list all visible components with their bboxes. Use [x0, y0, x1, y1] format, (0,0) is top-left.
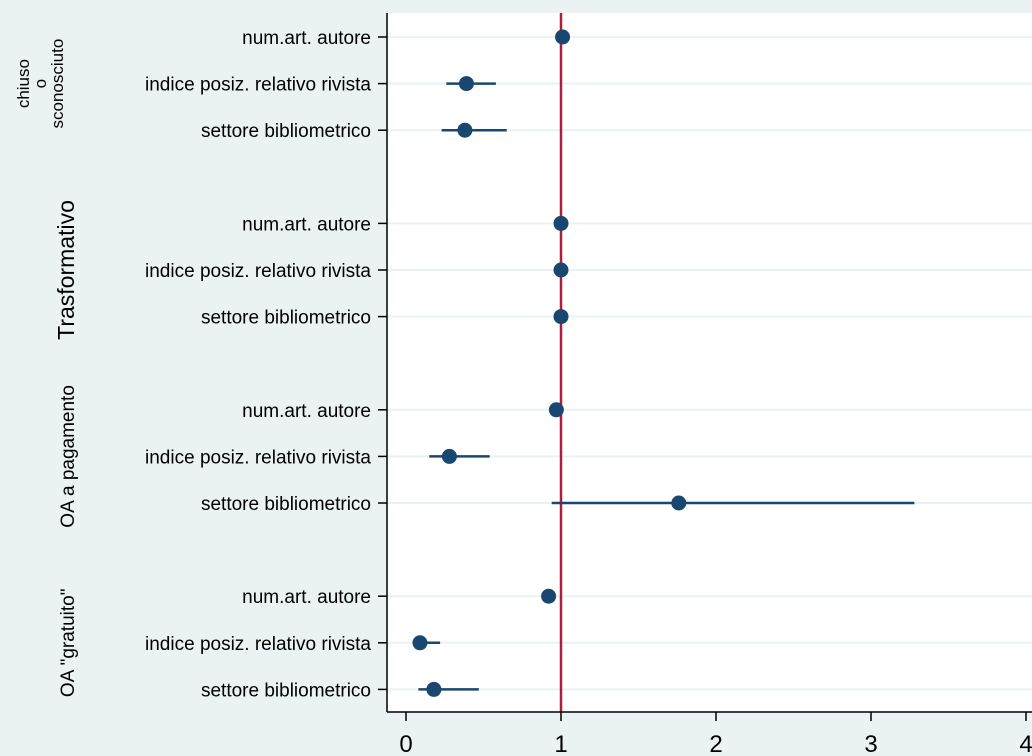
y-tick-label: indice posiz. relativo rivista: [145, 261, 371, 282]
estimate-point: [671, 495, 687, 511]
estimate-point: [412, 635, 428, 651]
estimate-point: [553, 262, 569, 278]
estimate-point: [457, 122, 473, 138]
y-tick-label: indice posiz. relativo rivista: [145, 447, 371, 468]
estimate-point: [441, 448, 457, 464]
plot-area: [387, 13, 1032, 712]
y-tick-label: indice posiz. relativo rivista: [145, 634, 371, 655]
x-tick-label: 1: [554, 731, 567, 756]
x-tick-label: 2: [709, 731, 722, 756]
estimate-point: [541, 588, 557, 604]
y-tick-label: num.art. autore: [242, 28, 371, 49]
group-label: OA a pagamento: [58, 385, 79, 528]
chart-marks: [412, 29, 915, 697]
x-tick-label: 4: [1019, 731, 1032, 756]
y-tick-label: num.art. autore: [242, 214, 371, 235]
y-tick-label: settore bibliometrico: [201, 121, 371, 142]
estimate-point: [553, 309, 569, 325]
group-label: Trasformativo: [53, 200, 79, 340]
estimate-point: [555, 29, 571, 45]
y-tick-label: num.art. autore: [242, 401, 371, 422]
estimate-point: [426, 681, 442, 697]
x-tick-label: 0: [399, 731, 412, 756]
estimate-point: [548, 402, 564, 418]
group-label: sconosciuto: [48, 39, 67, 129]
x-tick-label: 3: [864, 731, 877, 756]
y-tick-label: settore bibliometrico: [201, 494, 371, 515]
y-axis-labels: num.art. autore indice posiz. relativo ri…: [145, 28, 371, 701]
estimate-point: [553, 215, 569, 231]
y-tick-label: num.art. autore: [242, 587, 371, 608]
group-label: chiuso: [14, 59, 33, 108]
axes: [378, 13, 1032, 713]
y-tick-label: indice posiz. relativo rivista: [145, 75, 371, 96]
y-tick-label: settore bibliometrico: [201, 308, 371, 329]
group-label: OA "gratuito": [58, 589, 79, 698]
x-axis-ticks: 0 1 2 3 4: [399, 712, 1032, 756]
y-tick-label: settore bibliometrico: [201, 680, 371, 701]
group-label: o: [31, 79, 50, 88]
estimate-point: [458, 76, 474, 92]
